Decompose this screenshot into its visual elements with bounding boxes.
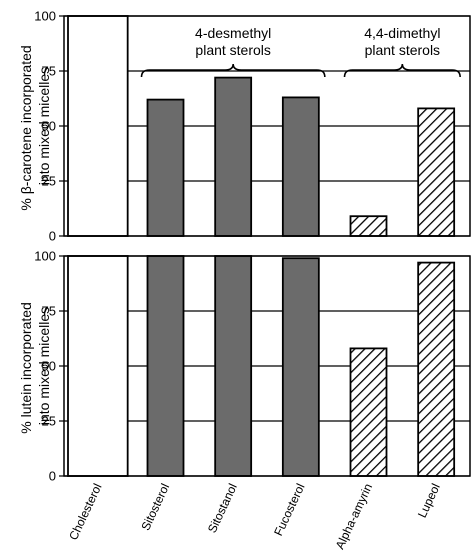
lutein-y-ticks: 0 25 50 75 100 — [34, 249, 64, 484]
lutein-bar-sitosterol — [146, 255, 185, 477]
group-brace-2 — [343, 63, 461, 78]
carotene-bar-alpha-amyrin — [349, 215, 388, 237]
carotene-y-ticks: 0 25 50 75 100 — [34, 9, 64, 244]
lutein-bar-fucosterol — [281, 257, 320, 477]
lutein-panel: 0 25 50 75 100 % lutein incorporated into mi… — [18, 249, 471, 484]
lutein-y-axis-label-line-1: % lutein incorporated — [18, 302, 34, 434]
lutein-bar-alpha-amyrin — [349, 347, 388, 477]
group-brace-1 — [140, 63, 326, 78]
carotene-y-tick-label: 100 — [34, 9, 56, 24]
lutein-y-axis-label: % lutein incorporated into mixed micelle… — [18, 298, 52, 433]
category-label-alpha-amyrin: Alpha-amyrin — [333, 481, 376, 551]
lutein-bars — [67, 255, 456, 477]
group-label-1-line-2: plant sterols — [195, 42, 270, 58]
category-label-lupeol: Lupeol — [415, 481, 443, 520]
carotene-bars — [67, 15, 456, 237]
category-label-sitostanol: Sitostanol — [205, 481, 240, 535]
carotene-y-tick-label: 50 — [42, 119, 56, 134]
category-labels: Cholesterol Sitosterol Sitostanol Fucostero… — [66, 481, 443, 551]
lutein-y-tick-label: 25 — [42, 414, 56, 429]
carotene-bar-sitosterol — [146, 98, 185, 237]
lutein-y-axis-label-line-2: into mixed micelles — [36, 307, 52, 425]
carotene-bar-cholesterol — [67, 15, 129, 237]
lutein-y-tick-label: 75 — [42, 304, 56, 319]
category-label-sitosterol: Sitosterol — [138, 481, 172, 532]
lutein-y-tick-label: 100 — [34, 249, 56, 264]
carotene-y-axis-label-line-2: into mixed micelles — [36, 67, 52, 185]
carotene-panel: 0 25 50 75 100 % β-carotene incorporated int… — [18, 9, 471, 244]
category-label-cholesterol: Cholesterol — [66, 481, 104, 542]
carotene-y-tick-label: 0 — [49, 229, 56, 244]
carotene-y-tick-label: 75 — [42, 64, 56, 79]
carotene-y-axis-label-line-1: % β-carotene incorporated — [18, 45, 34, 210]
lutein-bar-sitostanol — [214, 255, 253, 477]
carotene-y-axis-label: % β-carotene incorporated into mixed mic… — [18, 41, 52, 210]
carotene-y-tick-label: 25 — [42, 174, 56, 189]
carotene-bar-lupeol — [417, 107, 456, 237]
lutein-y-tick-label: 50 — [42, 359, 56, 374]
group-label-2-line-2: plant sterols — [365, 42, 440, 58]
lutein-y-tick-label: 0 — [49, 469, 56, 484]
carotene-bar-fucosterol — [281, 96, 320, 237]
carotene-bar-sitostanol — [214, 76, 253, 237]
lutein-bar-lupeol — [417, 261, 456, 477]
lutein-bar-cholesterol — [67, 255, 129, 477]
group-label-1-line-1: 4-desmethyl — [195, 25, 271, 41]
group-label-2-line-1: 4,4-dimethyl — [364, 25, 440, 41]
category-label-fucosterol: Fucosterol — [271, 481, 307, 538]
